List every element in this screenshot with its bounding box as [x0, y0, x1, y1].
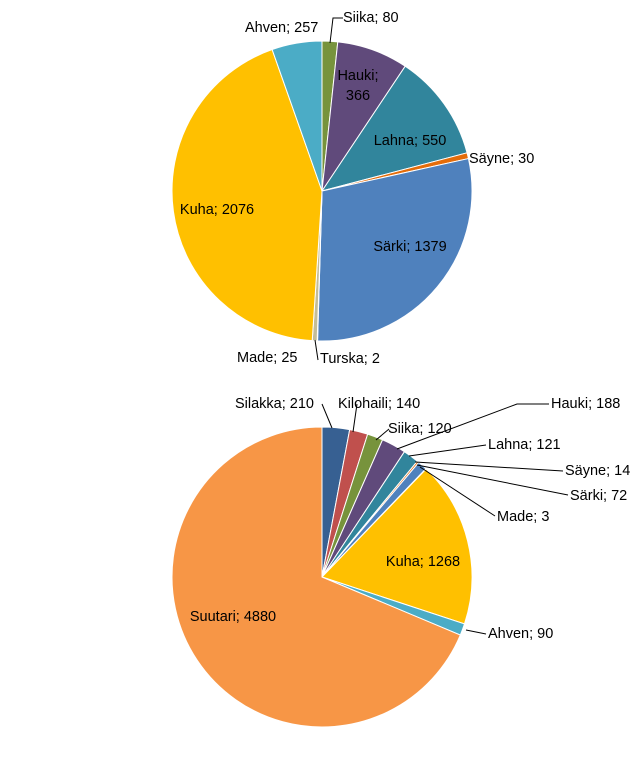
- leader-line-siika: [329, 17, 343, 44]
- data-label-silakka: Silakka; 210: [235, 396, 314, 412]
- pie-slice-sarki: [317, 157, 473, 342]
- data-label-sayne: Säyne; 14: [565, 463, 630, 479]
- data-label-hauki: Hauki; 366: [337, 68, 378, 104]
- pie-slice-suutari: [171, 426, 461, 728]
- data-label-kuha: Kuha; 1268: [386, 554, 460, 570]
- pie-slice-kuha: [321, 468, 473, 625]
- data-label-siika: Siika; 120: [388, 421, 452, 437]
- data-label-kilohaili: Kilohaili; 140: [338, 396, 420, 412]
- pie-slice-lahna: [320, 65, 468, 192]
- data-label-made: Made; 25: [237, 350, 297, 366]
- data-label-kuha: Kuha; 2076: [180, 202, 254, 218]
- data-label-siika: Siika; 80: [343, 10, 399, 26]
- leader-line-siika: [375, 428, 390, 441]
- data-label-ahven: Ahven; 257: [245, 20, 318, 36]
- leader-line-turska: [314, 339, 319, 361]
- pie-chart-bottom: Silakka; 210 Kilohaili; 140 Siika; 120 Hauk…: [171, 396, 630, 728]
- data-label-lahna: Lahna; 550: [374, 133, 447, 149]
- data-label-sarki: Särki; 1379: [373, 239, 446, 255]
- leader-line-silakka: [321, 403, 333, 429]
- pie-slice-kuha: [171, 48, 323, 342]
- pie-slice-ahven: [271, 40, 323, 192]
- data-label-made: Made; 3: [497, 509, 549, 525]
- data-label-turska: Turska; 2: [320, 351, 380, 367]
- leader-line-kilohaili: [352, 403, 358, 433]
- leader-line-hauki: [396, 403, 549, 450]
- data-label-ahven: Ahven; 90: [488, 626, 553, 642]
- leader-line-lahna: [408, 444, 487, 457]
- data-label-sayne: Säyne; 30: [469, 151, 534, 167]
- data-label-lahna: Lahna; 121: [488, 437, 561, 453]
- data-label-hauki: Hauki; 188: [551, 396, 620, 412]
- leader-line-ahven: [465, 629, 487, 635]
- data-label-sarki: Särki; 72: [570, 488, 627, 504]
- data-label-suutari: Suutari; 4880: [190, 609, 276, 625]
- pie-chart-top: Siika; 80 Hauki; 366 Lahna; 550 Säyne; 30 Sär…: [171, 10, 534, 367]
- leader-line-sayne: [414, 461, 564, 472]
- leader-line-sarki: [416, 464, 569, 496]
- leader-line-made: [419, 466, 496, 517]
